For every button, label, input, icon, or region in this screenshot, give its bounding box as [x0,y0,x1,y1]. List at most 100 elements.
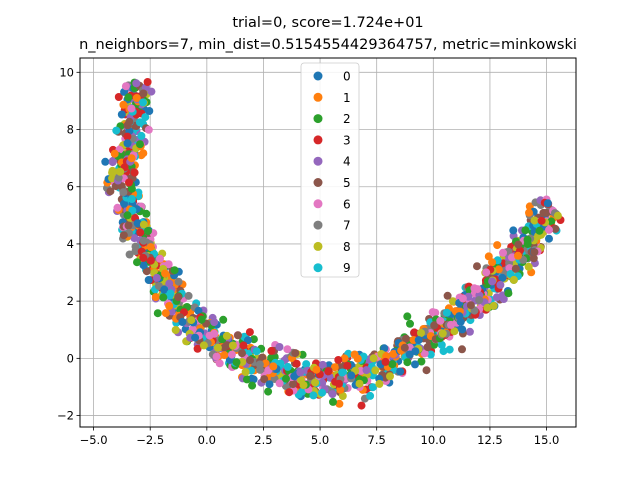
scatter-point [142,209,151,218]
x-axis: −5.0 −2.5 0.0 2.5 5.0 7.5 10.0 12.5 15.0 [80,427,559,447]
plot-frame [79,57,577,428]
scatter-point [336,385,345,394]
scatter-point [243,375,251,384]
scatter-point [117,110,126,119]
scatter-point [123,132,132,141]
scatter-point [144,125,153,134]
scatter-point [436,316,445,325]
x-tick-label: 7.5 [368,433,386,447]
scatter-point [161,309,170,318]
scatter-point [213,343,222,352]
scatter-point [525,208,533,217]
y-tick-label: −2 [57,409,74,423]
scatter-point [318,360,327,369]
scatter-point [245,328,254,337]
scatter-point [302,360,311,369]
scatter-point [113,203,122,212]
data-points [101,78,565,410]
y-tick-label: 2 [67,294,74,308]
scatter-point [285,388,294,397]
scatter-point [496,280,505,289]
scatter-point [330,363,339,372]
y-axis: −2 0 2 4 6 8 10 [57,65,80,423]
x-tick-label: −5.0 [80,433,108,447]
scatter-point [537,216,546,225]
scatter-point [504,289,513,298]
scatter-point [151,293,160,302]
scatter-point [139,89,148,98]
scatter-point [106,187,115,196]
scatter-point [523,240,532,248]
scatter-point [355,379,364,388]
scatter-point [428,308,437,317]
scatter-point [219,315,228,324]
scatter-point [120,199,128,208]
scatter-point [475,296,484,305]
legend-label: 5 [343,176,351,190]
scatter-point [143,78,152,86]
scatter-point [438,329,447,338]
scatter-point [368,383,377,392]
scatter-point [545,234,553,243]
scatter-point [222,331,231,340]
scatter-point [443,291,452,300]
scatter-point [381,357,390,366]
scatter-point [125,117,134,126]
scatter-point [269,362,278,371]
scatter-point [400,343,409,352]
scatter-point [161,269,170,278]
chart-title-line2: n_neighbors=7, min_dist=0.51545544293647… [79,37,577,53]
scatter-point [505,264,514,273]
scatter-point [248,381,257,390]
scatter-point [142,267,151,276]
x-tick-label: −2.5 [136,433,164,447]
scatter-point [338,368,347,377]
scatter-point [141,113,150,122]
scatter-point [306,372,315,380]
scatter-point [509,226,518,235]
scatter-point [119,100,128,109]
scatter-point [318,388,327,397]
scatter-point [132,79,141,88]
scatter-point [194,306,203,315]
scatter-point [171,326,180,334]
scatter-point [210,318,219,327]
scatter-point [270,353,279,362]
scatter-point [296,368,305,377]
scatter-point [139,253,148,262]
scatter-point [165,302,174,310]
scatter-point [514,251,522,260]
scatter-point [488,277,497,286]
scatter-point [311,378,320,387]
scatter-point [249,335,258,344]
scatter-point [119,231,128,240]
scatter-point [483,303,492,312]
x-tick-label: 10.0 [421,433,447,447]
scatter-point [406,319,414,328]
scatter-point [265,380,274,389]
scatter-point [174,293,183,302]
legend-label: 4 [343,155,351,169]
scatter-point [166,289,175,298]
scatter-point [101,157,110,166]
scatter-point [465,327,474,336]
x-tick-label: 0.0 [198,433,216,447]
legend-marker [313,92,323,102]
scatter-point [127,104,136,113]
scatter-point [264,387,273,396]
scatter-point [275,379,284,388]
scatter-point [283,362,292,371]
y-tick-label: 4 [67,237,74,251]
legend-label: 0 [343,70,351,84]
scatter-point [238,349,246,358]
legend-label: 1 [343,91,351,105]
scatter-point [353,354,362,363]
x-tick-label: 2.5 [254,433,272,447]
scatter-point [338,392,347,400]
scatter-point [473,262,481,271]
scatter-point [212,352,221,361]
scatter-point [156,254,164,263]
scatter-point [252,347,261,356]
scatter-point [215,359,224,368]
